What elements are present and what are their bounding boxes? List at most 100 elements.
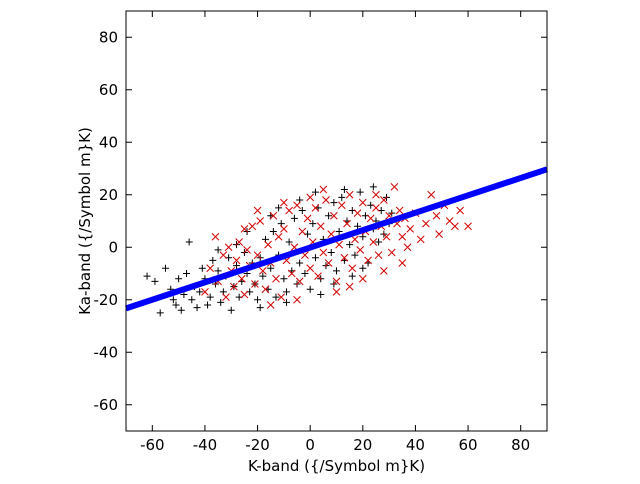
cross-point xyxy=(464,222,472,231)
cross-point xyxy=(427,190,436,199)
cross-point xyxy=(256,217,265,225)
plus-point xyxy=(214,267,222,275)
plus-point xyxy=(183,270,191,277)
fit-line xyxy=(125,166,548,312)
cross-point xyxy=(211,232,220,241)
cross-point xyxy=(432,211,441,220)
cross-point xyxy=(319,248,328,257)
plus-point xyxy=(333,267,340,275)
cross-point xyxy=(403,243,412,252)
cross-point xyxy=(293,295,301,304)
plus-point xyxy=(185,238,193,246)
plot-marks xyxy=(125,166,548,317)
plus-point xyxy=(143,272,151,280)
x-tick-label: 80 xyxy=(511,436,530,454)
y-tick-label: -40 xyxy=(94,343,119,361)
cross-point xyxy=(293,201,301,210)
cross-point xyxy=(358,274,367,283)
cross-point xyxy=(298,227,307,236)
cross-point xyxy=(277,293,286,301)
cross-point xyxy=(251,280,259,288)
plus-point xyxy=(317,291,325,298)
cross-point xyxy=(337,201,346,210)
x-tick-label: 40 xyxy=(406,436,425,454)
plus-point xyxy=(169,296,177,304)
cross-point xyxy=(316,222,325,231)
cross-point xyxy=(435,230,443,238)
cross-point xyxy=(287,269,296,278)
plus-point xyxy=(335,228,343,235)
cross-point xyxy=(422,219,430,228)
plus-point xyxy=(359,264,367,272)
plus-point xyxy=(196,288,204,296)
cross-point xyxy=(224,243,233,252)
y-tick-label: 0 xyxy=(108,238,118,256)
cross-point xyxy=(345,282,354,291)
x-tick-label: -40 xyxy=(193,436,218,454)
plus-point xyxy=(198,264,206,272)
plus-point xyxy=(175,275,183,283)
x-tick-label: 20 xyxy=(353,436,372,454)
plus-point xyxy=(177,306,185,314)
plus-point xyxy=(338,193,346,201)
cross-point xyxy=(356,246,365,254)
plus-point xyxy=(259,272,267,280)
plus-point xyxy=(375,238,383,246)
plus-point xyxy=(193,304,201,312)
plus-point xyxy=(354,222,362,230)
plus-point xyxy=(172,301,180,309)
cross-point xyxy=(222,293,230,301)
plus-point xyxy=(209,256,217,264)
plus-point xyxy=(161,264,169,272)
plus-point xyxy=(311,188,319,196)
cross-point xyxy=(380,267,388,275)
plus-point xyxy=(283,288,291,296)
plus-point xyxy=(346,241,354,249)
cross-point xyxy=(374,251,383,259)
cross-point xyxy=(398,232,407,241)
plus-point xyxy=(156,309,164,317)
plus-point xyxy=(283,298,291,306)
y-tick-label: -60 xyxy=(94,396,119,414)
cross-point xyxy=(243,246,251,254)
cross-point xyxy=(306,193,315,202)
cross-point xyxy=(295,277,304,286)
cross-point xyxy=(258,267,267,275)
plus-point xyxy=(267,264,275,272)
cross-point xyxy=(451,222,459,231)
y-tick-label: 80 xyxy=(99,28,118,46)
cross-point xyxy=(219,251,228,259)
cross-point xyxy=(335,240,343,249)
cross-point xyxy=(372,204,380,212)
plus-point xyxy=(256,304,264,312)
plus-point xyxy=(340,186,348,193)
plus-point xyxy=(290,214,298,222)
cross-point xyxy=(372,190,380,199)
cross-point xyxy=(380,196,388,204)
cross-point xyxy=(237,274,246,283)
plus-point xyxy=(272,293,280,301)
plus-point xyxy=(298,207,306,214)
cross-point xyxy=(311,204,320,212)
cross-point xyxy=(456,206,465,215)
cross-point xyxy=(369,238,378,246)
plus-point xyxy=(351,251,359,259)
cross-point xyxy=(230,282,238,291)
cross-point xyxy=(348,264,357,273)
cross-point xyxy=(319,185,328,194)
cross-point xyxy=(280,225,288,233)
plus-point xyxy=(356,188,364,196)
plus-point xyxy=(311,254,319,262)
cross-point xyxy=(232,256,241,265)
plus-point xyxy=(275,204,283,212)
cross-point xyxy=(358,198,367,207)
cross-point xyxy=(240,225,249,233)
cross-point xyxy=(366,214,375,223)
cross-point xyxy=(306,264,315,273)
plus-point xyxy=(188,296,196,304)
x-tick-label: 60 xyxy=(459,436,478,454)
cross-point xyxy=(253,251,262,259)
cross-point xyxy=(387,248,396,257)
